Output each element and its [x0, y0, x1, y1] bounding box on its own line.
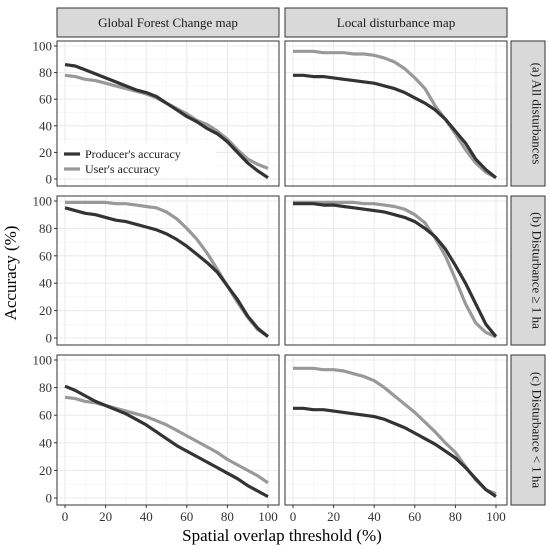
panel-border: [284, 40, 508, 187]
producers-accuracy-line-panel-2: [64, 206, 270, 338]
panel-background: [285, 355, 507, 505]
y-tick-label: 0: [46, 491, 53, 506]
x-tick-label: 0: [62, 509, 69, 524]
producers-accuracy-line-panel-3: [293, 202, 498, 338]
row-strip: [510, 195, 546, 346]
y-tick-label: 0: [46, 331, 53, 346]
panel-r2-c1: [284, 354, 508, 506]
column-strip-label: Local disturbance map: [337, 15, 455, 30]
panel-border: [56, 40, 280, 187]
panel-background: [285, 196, 507, 345]
panel-border: [56, 195, 280, 346]
row-strip: [510, 40, 546, 187]
series-group: [293, 200, 498, 339]
panel-background: [285, 41, 507, 186]
panel-border: [284, 354, 508, 506]
panel-border: [56, 354, 280, 506]
producers-accuracy-line-panel-5: [293, 406, 497, 498]
x-tick-label: 60: [180, 509, 193, 524]
y-tick-label: 80: [39, 221, 52, 236]
x-tick-label: 80: [449, 509, 462, 524]
y-tick-label: 80: [39, 65, 52, 80]
ticks-layer: 0 20 40 60 80 100 0 20 40 60 80 100 0 20 40 60 80 100 0 20 4…: [33, 39, 506, 525]
y-tick-label: 100: [33, 353, 53, 368]
column-strip: [284, 7, 508, 38]
x-tick-label: 100: [258, 509, 278, 524]
x-axis-title: Spatial overlap threshold (%): [182, 526, 382, 545]
strips-layer: Global Forest Change map Local disturbanc…: [56, 7, 546, 506]
panel-r2-c0: [56, 354, 280, 506]
users-accuracy-line-panel-3: [293, 200, 497, 339]
y-tick-label: 20: [39, 463, 52, 478]
legend-users-label: User's accuracy: [85, 162, 160, 176]
users-accuracy-line-panel-1: [293, 49, 497, 180]
x-tick-label: 60: [408, 509, 421, 524]
row-strip-label: (c) Disturbance < 1 ha: [530, 372, 545, 489]
x-tick-label: 40: [140, 509, 153, 524]
users-accuracy-line-panel-5: [293, 366, 497, 496]
panel-r1-c1: [284, 195, 508, 346]
panel-border: [284, 195, 508, 346]
y-tick-label: 60: [39, 248, 52, 263]
y-tick-label: 40: [39, 435, 52, 450]
series-group: [64, 63, 269, 180]
producers-accuracy-line-panel-4: [64, 384, 269, 499]
panels-layer: [56, 40, 508, 506]
y-tick-label: 80: [39, 380, 52, 395]
x-tick-label: 0: [290, 509, 297, 524]
series-group: [293, 49, 497, 180]
column-strip: [56, 7, 280, 38]
series-group: [64, 384, 269, 499]
y-tick-label: 20: [39, 145, 52, 160]
row-strip-label: (a) All disturbances: [530, 63, 545, 165]
y-tick-label: 40: [39, 118, 52, 133]
y-tick-label: 20: [39, 303, 52, 318]
column-strip-label: Global Forest Change map: [98, 15, 238, 30]
row-strip: [510, 354, 546, 506]
legend-producers-label: Producer's accuracy: [85, 147, 181, 161]
series-group: [293, 366, 497, 498]
legend-background: [60, 143, 216, 177]
x-tick-label: 80: [221, 509, 234, 524]
y-tick-label: 40: [39, 276, 52, 291]
y-tick-label: 100: [33, 39, 53, 54]
x-tick-label: 40: [368, 509, 381, 524]
row-strip-label: (b) Disturbance ≥ 1 ha: [530, 212, 545, 329]
x-tick-label: 20: [327, 509, 340, 524]
y-tick-label: 60: [39, 408, 52, 423]
series-group: [64, 200, 270, 338]
x-tick-label: 20: [99, 509, 112, 524]
panel-background: [57, 196, 279, 345]
y-tick-label: 60: [39, 92, 52, 107]
y-tick-label: 100: [33, 194, 53, 209]
y-axis-title: Accuracy (%): [1, 226, 20, 321]
producers-accuracy-line-panel-0: [64, 63, 269, 180]
y-tick-label: 0: [46, 172, 53, 187]
producers-accuracy-line-panel-1: [293, 73, 497, 179]
x-tick-label: 100: [486, 509, 506, 524]
panel-r1-c0: [56, 195, 280, 346]
panel-r0-c1: [284, 40, 508, 187]
